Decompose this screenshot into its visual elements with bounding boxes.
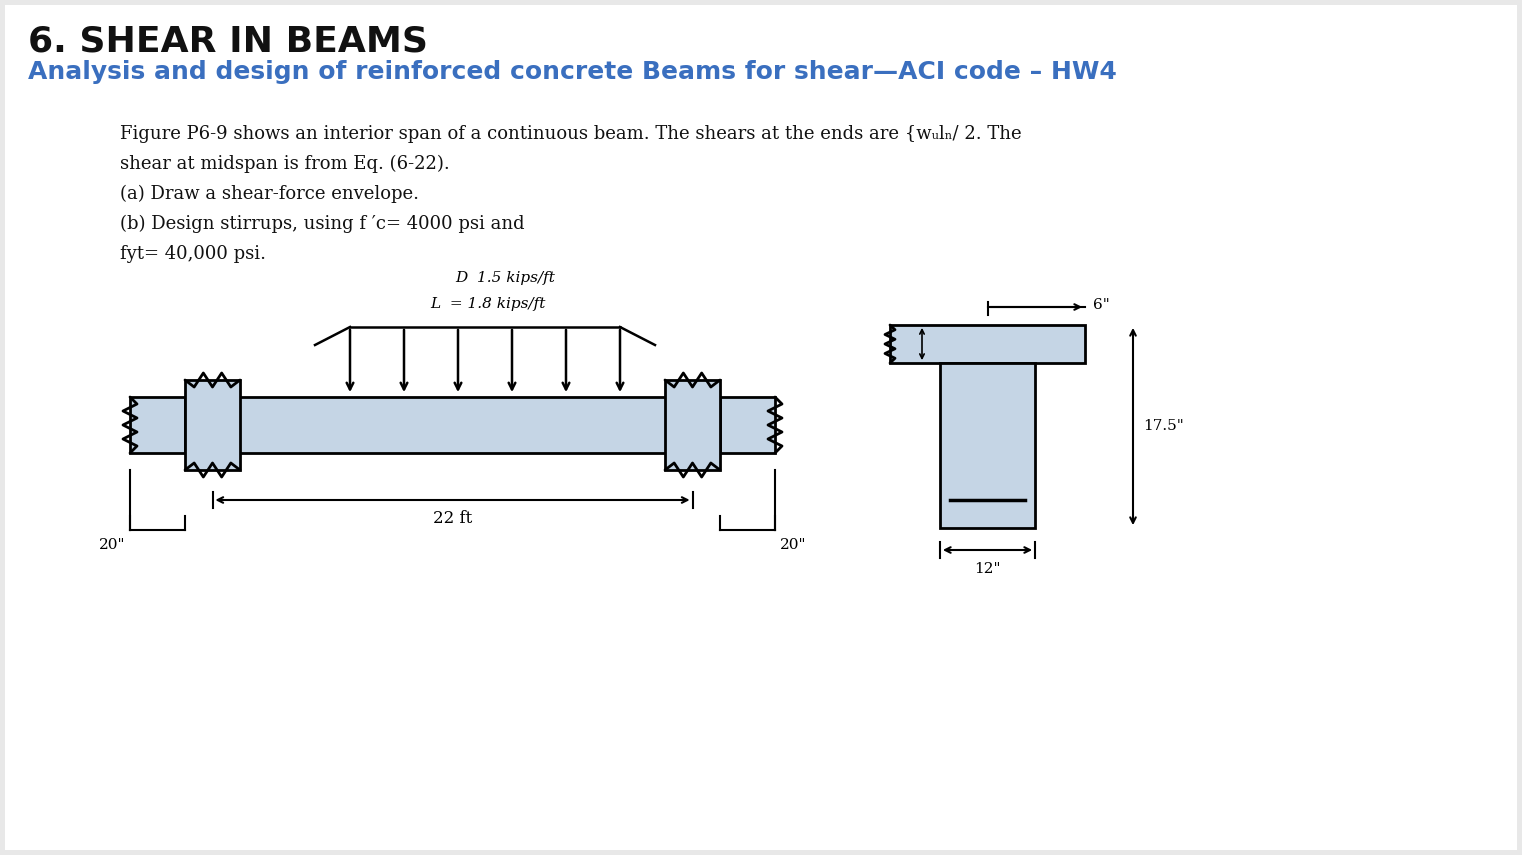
Text: Analysis and design of reinforced concrete Beams for shear—ACI code – HW4: Analysis and design of reinforced concre…: [27, 60, 1117, 84]
Text: Figure P6-9 shows an interior span of a continuous beam. The shears at the ends : Figure P6-9 shows an interior span of a …: [120, 125, 1021, 143]
Text: D  1.5 kips/ft: D 1.5 kips/ft: [455, 271, 556, 285]
Text: 22 ft: 22 ft: [432, 510, 472, 527]
Text: (b) Design stirrups, using f ′c= 4000 psi and: (b) Design stirrups, using f ′c= 4000 ps…: [120, 215, 525, 233]
Bar: [720, 397, 775, 453]
Text: 6": 6": [1093, 298, 1110, 312]
Bar: [129, 397, 186, 453]
Bar: [665, 380, 720, 470]
Text: 20": 20": [99, 538, 125, 552]
Text: 6. SHEAR IN BEAMS: 6. SHEAR IN BEAMS: [27, 25, 428, 59]
Bar: [186, 397, 720, 453]
Text: shear at midspan is from Eq. (6-22).: shear at midspan is from Eq. (6-22).: [120, 155, 449, 174]
Text: 17.5": 17.5": [1143, 420, 1184, 433]
Text: 12": 12": [974, 562, 1001, 576]
Text: (a) Draw a shear-force envelope.: (a) Draw a shear-force envelope.: [120, 185, 419, 203]
Bar: [186, 380, 240, 470]
Text: L  = 1.8 kips/ft: L = 1.8 kips/ft: [431, 297, 545, 311]
Bar: [890, 325, 1085, 363]
Bar: [941, 363, 1035, 528]
Text: 20": 20": [779, 538, 807, 552]
FancyBboxPatch shape: [5, 5, 1517, 850]
Text: fyt= 40,000 psi.: fyt= 40,000 psi.: [120, 245, 266, 263]
